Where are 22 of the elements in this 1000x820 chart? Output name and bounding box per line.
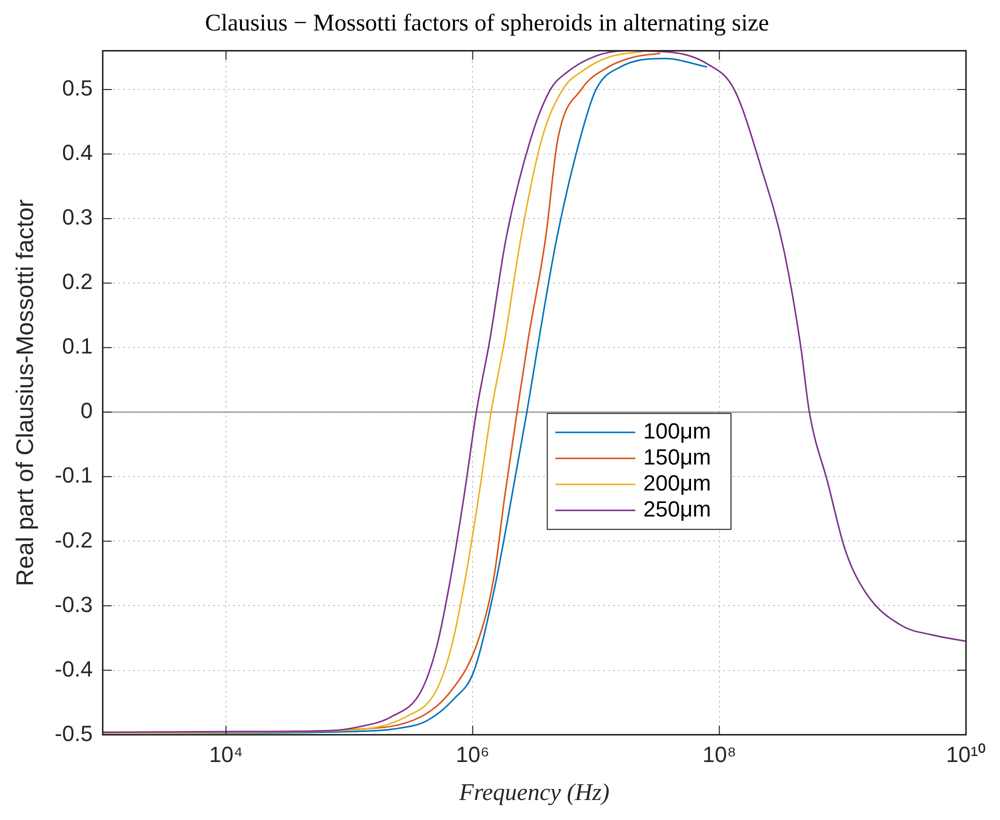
y-tick-label: 0.3 (62, 204, 93, 230)
y-tick-label: 0.4 (62, 140, 93, 166)
x-tick-label: 10⁸ (702, 742, 736, 768)
y-tick-label: -0.3 (54, 592, 93, 617)
y-tick-label: -0.1 (54, 462, 93, 488)
legend-label: 250μm (643, 496, 712, 522)
x-axis-title: Frequency (Hz) (458, 780, 610, 806)
y-tick-label: -0.5 (54, 720, 93, 746)
y-axis-title: Real part of Clausius-Mossotti factor (12, 199, 40, 586)
legend-label: 100μm (643, 418, 712, 444)
x-tick-label: 10¹⁰ (946, 742, 986, 768)
chart-title: Clausius − Mossotti factors of spheroids in alternating size (204, 10, 770, 37)
legend-label: 200μm (643, 470, 712, 496)
y-tick-label: 0.2 (62, 269, 93, 294)
y-tick-label: 0.5 (62, 76, 93, 101)
x-tick-label: 10⁴ (209, 742, 244, 768)
y-tick-label: 0.1 (62, 334, 93, 359)
y-tick-label: 0 (80, 398, 93, 424)
legend-label: 150μm (643, 444, 712, 470)
y-tick-label: -0.4 (54, 656, 93, 682)
y-tick-label: -0.2 (54, 527, 93, 552)
x-tick-label: 10⁶ (456, 742, 490, 768)
